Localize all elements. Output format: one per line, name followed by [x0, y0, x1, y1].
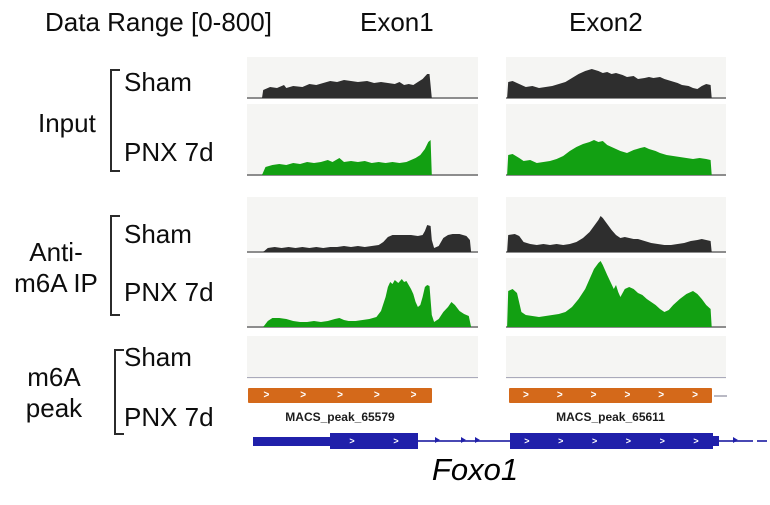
peak-strand-chevron-icon: > — [692, 388, 698, 401]
signal-svg — [507, 216, 712, 252]
gene-intron-arrow-icon — [475, 437, 480, 443]
gene-name-foxo1: Foxo1 — [431, 452, 519, 487]
row-label-input-sham: Sham — [124, 67, 192, 97]
gene-strand-chevron-icon: > — [659, 435, 665, 446]
signal-svg — [263, 225, 472, 252]
gene-strand-chevron-icon: > — [625, 435, 632, 446]
peak-strand-chevron-icon: > — [337, 388, 343, 401]
signal-track-ip_pnx-exon2 — [506, 259, 726, 327]
peak-strand-chevron-icon: > — [590, 388, 597, 401]
signal-track-ip_pnx-exon1 — [247, 259, 478, 327]
signal-svg — [262, 74, 432, 98]
signal-track-ip_sham-exon2 — [506, 207, 726, 252]
peak-strand-chevron-icon: > — [410, 388, 417, 401]
track-baseline-exon1 — [247, 376, 478, 378]
input-group-bracket — [110, 69, 120, 172]
gene-end-cap — [713, 436, 719, 446]
macs-peak-bar-exon1: > > > > > — [248, 388, 432, 403]
macs-peak-label-exon1: MACS_peak_65579 — [285, 410, 395, 424]
track-panel-ip-sham-exon1 — [247, 197, 478, 253]
peak-baseline-dash — [714, 395, 727, 397]
peak-strand-chevron-icon: > — [263, 388, 270, 401]
gene-exon-block-2: > > > > > > — [510, 433, 713, 449]
macs-peak-bar-exon2: > > > > > > — [509, 388, 712, 403]
row-label-peak-pnx: PNX 7d — [124, 402, 214, 432]
signal-svg — [263, 279, 472, 327]
group-label-m6a-peak: m6A peak — [2, 362, 106, 424]
signal-track-input_sham-exon1 — [247, 58, 478, 98]
group-label-peak-line1: m6A — [27, 362, 81, 392]
data-range-label: Data Range [0-800] — [45, 7, 272, 37]
anti-m6a-group-bracket — [110, 215, 120, 316]
gene-intron-arrow-icon — [435, 437, 440, 443]
signal-svg — [507, 140, 712, 175]
signal-svg — [507, 69, 712, 98]
gene-exon-block-1: > > — [330, 433, 418, 449]
column-header-exon2: Exon2 — [569, 7, 643, 37]
gene-strand-chevron-icon: > — [349, 435, 355, 446]
group-label-input: Input — [38, 108, 96, 138]
signal-svg — [262, 140, 432, 175]
group-label-anti-m6a-ip: Anti- m6A IP — [0, 237, 112, 299]
gene-strand-chevron-icon: > — [591, 435, 598, 446]
m6a-peak-group-bracket — [114, 349, 124, 435]
gene-intron-arrow-icon — [461, 437, 466, 443]
row-label-ip-sham: Sham — [124, 219, 192, 249]
group-label-peak-line2: peak — [25, 393, 83, 423]
track-baseline-exon2 — [506, 376, 726, 378]
track-panel-ip-pnx-exon1 — [247, 258, 478, 328]
track-panel-peak-sham-exon2 — [506, 336, 726, 379]
group-label-anti-line2: m6A IP — [14, 268, 98, 298]
column-header-exon1: Exon1 — [360, 7, 434, 37]
signal-track-input_sham-exon2 — [506, 58, 726, 98]
peak-strand-chevron-icon: > — [522, 388, 529, 401]
gene-strand-chevron-icon: > — [524, 435, 530, 446]
gene-strand-chevron-icon: > — [393, 435, 399, 446]
peak-strand-chevron-icon: > — [373, 388, 380, 401]
signal-track-input_pnx-exon2 — [506, 105, 726, 175]
track-panel-peak-sham-exon1 — [247, 336, 478, 379]
gene-strand-chevron-icon: > — [558, 435, 564, 446]
signal-track-ip_sham-exon1 — [247, 207, 478, 252]
row-label-input-pnx: PNX 7d — [124, 137, 214, 167]
gene-tail-dash — [757, 440, 767, 442]
row-label-peak-sham: Sham — [124, 342, 192, 372]
row-label-ip-pnx: PNX 7d — [124, 277, 214, 307]
gene-utr-bar — [253, 437, 330, 446]
signal-track-input_pnx-exon1 — [247, 105, 478, 175]
peak-strand-chevron-icon: > — [658, 388, 665, 401]
macs-peak-label-exon2: MACS_peak_65611 — [556, 410, 665, 424]
peak-strand-chevron-icon: > — [300, 388, 307, 401]
signal-svg — [507, 261, 712, 327]
gene-strand-chevron-icon: > — [693, 435, 699, 446]
group-label-anti-line1: Anti- — [29, 237, 83, 267]
peak-strand-chevron-icon: > — [556, 388, 563, 401]
gene-tail-arrow-icon — [733, 437, 738, 443]
peak-strand-chevron-icon: > — [624, 388, 631, 401]
